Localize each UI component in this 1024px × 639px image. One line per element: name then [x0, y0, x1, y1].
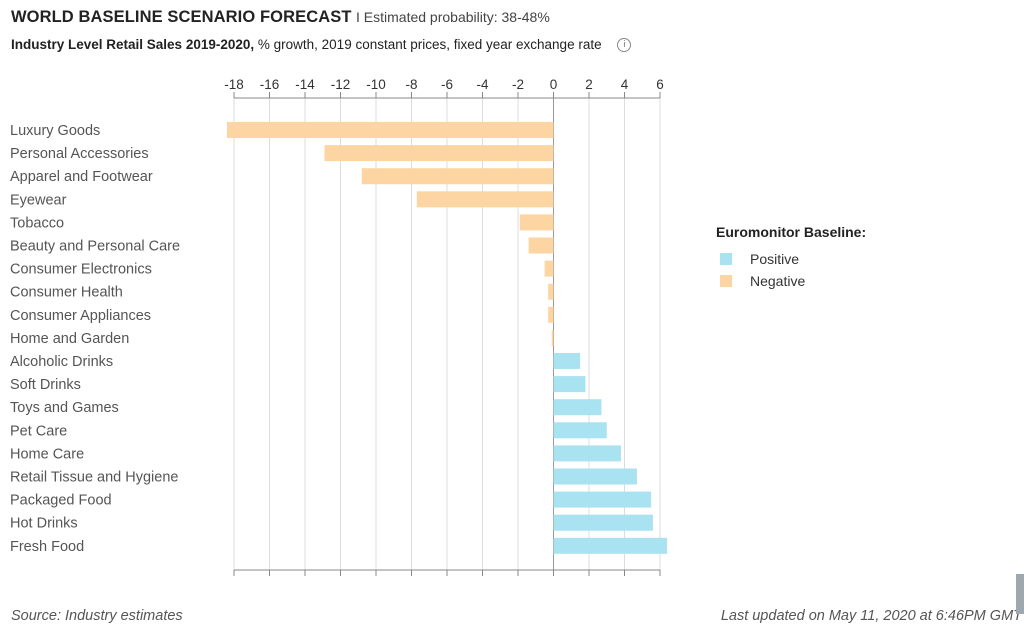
bar	[553, 399, 602, 416]
category-label: Packaged Food	[10, 493, 112, 509]
category-label: Personal Accessories	[10, 146, 149, 162]
bar	[553, 353, 581, 369]
bar	[548, 283, 554, 300]
bar	[553, 376, 586, 393]
bar	[324, 145, 554, 162]
scrollbar-handle[interactable]	[1016, 574, 1024, 614]
legend-item-negative[interactable]: Negative	[716, 270, 866, 292]
legend-item-positive[interactable]: Positive	[716, 248, 866, 270]
category-label: Consumer Electronics	[10, 262, 152, 278]
category-label: Home and Garden	[10, 331, 129, 347]
bar	[551, 329, 554, 346]
category-label: Alcoholic Drinks	[10, 354, 113, 370]
category-label: Eyewear	[10, 192, 67, 208]
category-label: Consumer Appliances	[10, 308, 151, 324]
bar	[544, 260, 554, 277]
legend-label-negative: Negative	[750, 273, 806, 289]
x-tick-label: -16	[260, 77, 280, 92]
bar	[416, 191, 554, 208]
category-label: Apparel and Footwear	[10, 169, 153, 185]
category-label: Pet Care	[10, 423, 67, 439]
bar	[553, 491, 652, 508]
category-label: Fresh Food	[10, 539, 84, 555]
subtitle-rest: % growth, 2019 constant prices, fixed ye…	[254, 37, 602, 52]
bar	[361, 168, 554, 185]
x-tick-label: 6	[656, 77, 664, 92]
category-label: Retail Tissue and Hygiene	[10, 470, 178, 486]
x-tick-label: -12	[331, 77, 351, 92]
x-tick-label: -8	[405, 77, 417, 92]
bar	[553, 445, 621, 462]
x-tick-label: -4	[476, 77, 488, 92]
bar	[553, 514, 653, 531]
legend-label-positive: Positive	[750, 251, 800, 267]
bar	[528, 237, 554, 254]
subtitle-bold: Industry Level Retail Sales 2019-2020,	[11, 37, 255, 52]
legend-swatch-negative	[720, 275, 732, 287]
x-tick-label: -10	[366, 77, 386, 92]
category-label: Consumer Health	[10, 285, 123, 301]
legend-swatch-positive	[720, 253, 732, 265]
category-label: Toys and Games	[10, 400, 119, 416]
x-tick-label: -18	[224, 77, 244, 92]
chart-title: WORLD BASELINE SCENARIO FORECAST	[11, 8, 352, 26]
x-tick-label: 0	[550, 77, 558, 92]
bar	[519, 214, 554, 231]
source-note: Source: Industry estimates	[11, 608, 183, 624]
category-label: Home Care	[10, 446, 84, 462]
x-tick-label: 2	[585, 77, 593, 92]
bar	[553, 422, 607, 439]
bar-chart: -18 -16 -14 -12 -10 -8 -6 -4 -2 0 2 4 6 Luxury Goods P…	[10, 77, 668, 576]
last-updated: Last updated on May 11, 2020 at 6:46PM G…	[720, 608, 1022, 624]
category-label: Tobacco	[10, 215, 64, 231]
bar	[226, 122, 554, 138]
info-icon[interactable]: i	[617, 38, 632, 53]
category-label: Hot Drinks	[10, 516, 78, 532]
x-tick-label: -6	[441, 77, 453, 92]
probability-note: I Estimated probability: 38-48%	[356, 9, 550, 25]
legend: Euromonitor Baseline: Positive Negative	[716, 224, 866, 292]
category-label: Luxury Goods	[10, 123, 100, 139]
x-tick-label: -14	[295, 77, 315, 92]
category-label: Soft Drinks	[10, 377, 81, 393]
bar	[553, 468, 637, 485]
x-tick-label: 4	[621, 77, 629, 92]
chart-subtitle: Industry Level Retail Sales 2019-2020, %…	[11, 37, 632, 53]
bar	[548, 306, 554, 323]
bar	[553, 537, 668, 554]
x-tick-label: -2	[512, 77, 524, 92]
legend-title: Euromonitor Baseline:	[716, 224, 867, 240]
category-label: Beauty and Personal Care	[10, 239, 180, 255]
chart-title-line: WORLD BASELINE SCENARIO FORECAST I Estim…	[11, 8, 550, 27]
